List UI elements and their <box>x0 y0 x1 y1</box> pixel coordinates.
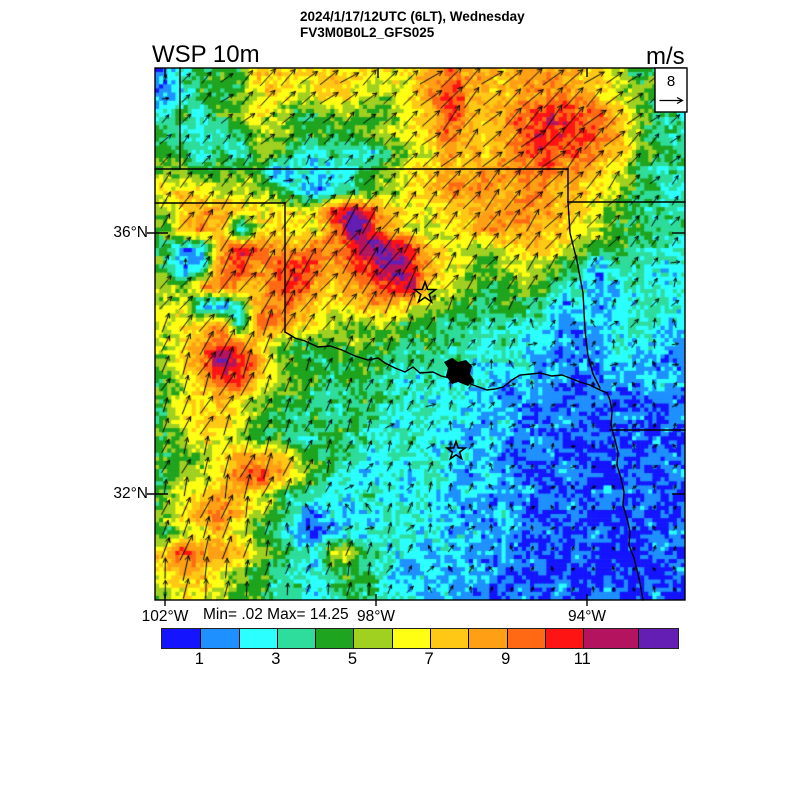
wind-speed-colorbar <box>161 628 679 649</box>
colorbar-segment <box>200 629 239 648</box>
variable-label: WSP 10m <box>152 41 260 68</box>
title-datetime: 2024/1/17/12UTC (6LT), Wednesday <box>300 9 525 24</box>
colorbar-segment <box>544 629 584 648</box>
colorbar-tick-label: 3 <box>271 650 281 668</box>
colorbar-tick-label: 7 <box>424 650 434 668</box>
lon-label: 98°W <box>356 608 396 625</box>
lon-label: 102°W <box>141 608 189 625</box>
colorbar-tick-label: 11 <box>573 650 591 668</box>
colorbar-segment <box>276 629 316 648</box>
lat-label: 32°N <box>113 485 148 502</box>
title-model-id: FV3M0B0L2_GFS025 <box>300 25 435 40</box>
colorbar-segment <box>506 629 545 648</box>
units-label: m/s <box>646 43 685 70</box>
colorbar-segment <box>162 629 201 648</box>
colorbar-segment <box>391 629 431 648</box>
colorbar-tick-label: 5 <box>347 650 358 668</box>
lon-label: 94°W <box>567 608 607 625</box>
colorbar-segment <box>315 629 354 648</box>
min-max-stats-label: Min= .02 Max= 14.25 <box>203 606 349 623</box>
colorbar-segment <box>468 629 507 648</box>
lat-label: 36°N <box>113 224 148 241</box>
title-block: 2024/1/17/12UTC (6LT), Wednesday FV3M0B0… <box>300 9 525 41</box>
colorbar-segment <box>583 629 638 648</box>
colorbar-segment <box>430 629 469 648</box>
colorbar-tick-label: 9 <box>501 650 511 668</box>
wind-field-canvas <box>155 68 685 600</box>
colorbar-segment <box>637 629 678 648</box>
colorbar-segment <box>353 629 392 648</box>
colorbar-tick-label: 1 <box>194 650 204 668</box>
colorbar-segment <box>238 629 277 648</box>
